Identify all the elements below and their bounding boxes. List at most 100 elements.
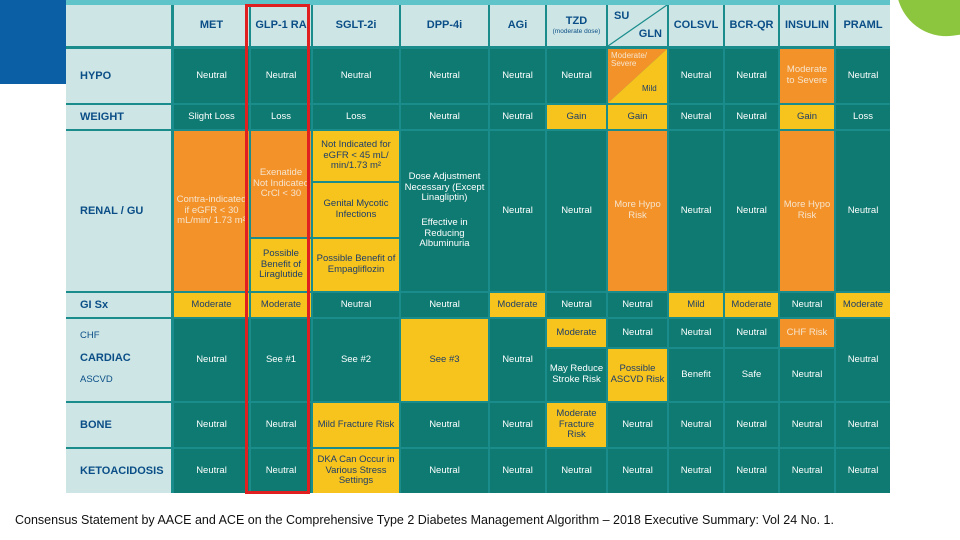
row-label-cardiac: CARDIAC	[80, 352, 131, 364]
tzd-sublabel: (moderate dose)	[552, 28, 601, 36]
cell-renal-insulin: More Hypo Risk	[780, 131, 834, 291]
top-strip	[66, 0, 890, 5]
cell-hypo-glp1: Neutral	[251, 49, 311, 103]
cell-keto-insulin: Neutral	[780, 449, 834, 493]
cell-hypo-insulin: Moderate to Severe	[780, 49, 834, 103]
col-header-tzd: TZD (moderate dose)	[547, 5, 606, 46]
col-header-met: MET	[174, 5, 249, 46]
cell-bone-bcrqr: Neutral	[725, 403, 778, 447]
su-hypo-upper: Moderate/ Severe	[611, 51, 648, 69]
su-hypo-split	[608, 49, 667, 103]
cell-keto-tzd: Neutral	[547, 449, 606, 493]
cell-bone-agi: Neutral	[490, 403, 545, 447]
cell-cardiac-met: Neutral	[174, 319, 249, 401]
cell-ascvd-colsvl: Benefit	[669, 349, 723, 401]
cell-renal-su: More Hypo Risk	[608, 131, 667, 291]
corner-decoration-leaf	[894, 0, 960, 62]
cell-hypo-agi: Neutral	[490, 49, 545, 103]
cell-renal-colsvl: Neutral	[669, 131, 723, 291]
row-label-hypo: HYPO	[66, 49, 171, 103]
cell-weight-pram: Loss	[836, 105, 890, 129]
cell-ascvd-su: Possible ASCVD Risk	[608, 349, 667, 401]
cell-weight-dpp4: Neutral	[401, 105, 488, 129]
cell-gi-bcrqr: Moderate	[725, 293, 778, 317]
cell-renal-sglt2-b: Genital Mycotic Infections	[313, 183, 399, 237]
col-header-agi: AGi	[490, 5, 545, 46]
cell-renal-sglt2-a: Not Indicated for eGFR < 45 mL/ min/1.73…	[313, 131, 399, 181]
cell-gi-pram: Moderate	[836, 293, 890, 317]
cell-renal-sglt2-c: Possible Benefit of Empagliflozin	[313, 239, 399, 291]
cell-bone-insulin: Neutral	[780, 403, 834, 447]
source-caption: Consensus Statement by AACE and ACE on t…	[15, 513, 834, 527]
cell-cardiac-dpp4: See #3	[401, 319, 488, 401]
row-label-cardiac-block: CHF CARDIAC ASCVD	[66, 319, 171, 401]
cell-chf-colsvl: Neutral	[669, 319, 723, 347]
cell-gi-tzd: Neutral	[547, 293, 606, 317]
cell-keto-bcrqr: Neutral	[725, 449, 778, 493]
cell-cardiac-agi: Neutral	[490, 319, 545, 401]
cell-renal-agi: Neutral	[490, 131, 545, 291]
cell-keto-pram: Neutral	[836, 449, 890, 493]
cell-gi-agi: Moderate	[490, 293, 545, 317]
cell-renal-bcrqr: Neutral	[725, 131, 778, 291]
cell-weight-bcrqr: Neutral	[725, 105, 778, 129]
cell-weight-agi: Neutral	[490, 105, 545, 129]
cell-gi-dpp4: Neutral	[401, 293, 488, 317]
cell-weight-met: Slight Loss	[174, 105, 249, 129]
cell-hypo-tzd: Neutral	[547, 49, 606, 103]
cell-hypo-dpp4: Neutral	[401, 49, 488, 103]
cell-gi-su: Neutral	[608, 293, 667, 317]
cell-ascvd-bcrqr: Safe	[725, 349, 778, 401]
col-header-pram: PRAML	[836, 5, 890, 46]
dpp4-renal-note-a: Dose Adjustment Necessary (Except Linagl…	[404, 171, 485, 204]
cell-renal-met: Contra-indicated if eGFR < 30 mL/min/ 1.…	[174, 131, 249, 291]
cell-cardiac-pram: Neutral	[836, 319, 890, 401]
cell-bone-colsvl: Neutral	[669, 403, 723, 447]
cell-renal-dpp4: Dose Adjustment Necessary (Except Linagl…	[401, 131, 488, 291]
cell-weight-insulin: Gain	[780, 105, 834, 129]
tzd-label: TZD	[565, 14, 588, 27]
cell-hypo-su: Moderate/ Severe Mild	[608, 49, 667, 103]
su-label: SU	[614, 10, 630, 22]
col-header-bcrqr: BCR-QR	[725, 5, 778, 46]
cell-bone-sglt2: Mild Fracture Risk	[313, 403, 399, 447]
drug-profile-table: MET GLP-1 RA SGLT-2i DPP-4i AGi TZD (mod…	[66, 5, 890, 493]
cell-hypo-bcrqr: Neutral	[725, 49, 778, 103]
cell-keto-colsvl: Neutral	[669, 449, 723, 493]
col-header-sglt2: SGLT-2i	[313, 5, 399, 46]
cell-cardiac-sglt2: See #2	[313, 319, 399, 401]
col-header-su: SU GLN	[608, 5, 667, 46]
cell-keto-su: Neutral	[608, 449, 667, 493]
cell-hypo-sglt2: Neutral	[313, 49, 399, 103]
row-label-keto: KETOACIDOSIS	[66, 449, 171, 493]
su-gln-divider	[608, 5, 667, 46]
cell-keto-dpp4: Neutral	[401, 449, 488, 493]
cell-gi-glp1: Moderate	[251, 293, 311, 317]
cell-bone-glp1: Neutral	[251, 403, 311, 447]
row-label-bone: BONE	[66, 403, 171, 447]
cell-ascvd-tzd: May Reduce Stroke Risk	[547, 349, 606, 401]
cell-chf-su: Neutral	[608, 319, 667, 347]
row-label-weight: WEIGHT	[66, 105, 171, 129]
cell-hypo-pram: Neutral	[836, 49, 890, 103]
cell-cardiac-glp1: See #1	[251, 319, 311, 401]
cell-keto-glp1: Neutral	[251, 449, 311, 493]
cell-keto-sglt2: DKA Can Occur in Various Stress Settings	[313, 449, 399, 493]
cell-chf-insulin: CHF Risk	[780, 319, 834, 347]
cell-renal-pram: Neutral	[836, 131, 890, 291]
cell-hypo-met: Neutral	[174, 49, 249, 103]
cell-renal-glp1-top: Exenatide Not Indicated CrCl < 30	[251, 131, 311, 237]
corner-decoration-blue	[0, 0, 66, 84]
row-sublabel-chf: CHF	[80, 330, 100, 341]
row-sublabel-ascvd: ASCVD	[80, 374, 113, 385]
cell-weight-glp1: Loss	[251, 105, 311, 129]
col-header-insulin: INSULIN	[780, 5, 834, 46]
cell-chf-tzd: Moderate	[547, 319, 606, 347]
cell-renal-glp1-bottom: Possible Benefit of Liraglutide	[251, 239, 311, 291]
cell-bone-tzd: Moderate Fracture Risk	[547, 403, 606, 447]
cell-bone-met: Neutral	[174, 403, 249, 447]
cell-keto-agi: Neutral	[490, 449, 545, 493]
cell-keto-met: Neutral	[174, 449, 249, 493]
cell-hypo-colsvl: Neutral	[669, 49, 723, 103]
cell-bone-pram: Neutral	[836, 403, 890, 447]
